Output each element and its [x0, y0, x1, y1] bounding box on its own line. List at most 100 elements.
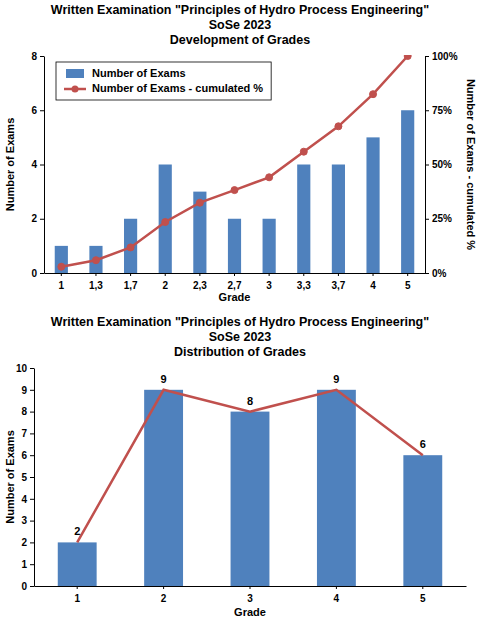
chart-title: Written Examination "Principles of Hydro… [51, 3, 429, 17]
tick-mark [30, 390, 34, 391]
tick-mark [338, 273, 339, 276]
y2-axis: 0% 25% 50% 75% 100% [425, 51, 458, 279]
tick-mark [30, 368, 34, 369]
chart: Written Examination "Principles of Hydro… [4, 315, 467, 618]
data-label: 8 [247, 395, 253, 407]
tick: 9 [21, 385, 34, 396]
x-axis-title: Grade [219, 291, 251, 303]
tick-label: 8 [21, 406, 27, 417]
chart-title: SoSe 2023 [209, 18, 272, 32]
tick-label: 1,3 [89, 280, 103, 291]
plot-area [55, 56, 415, 273]
tick-mark [30, 564, 34, 565]
tick-mark [425, 165, 429, 166]
tick: 100% [425, 51, 458, 62]
tick: 3 [266, 273, 272, 291]
tick: 1 [21, 559, 34, 570]
tick-label: 100% [432, 51, 458, 62]
y-axis: 012345678910 [16, 363, 35, 592]
tick-mark [30, 455, 34, 456]
tick: 3,3 [297, 273, 311, 291]
tick: 7 [21, 428, 34, 439]
tick-mark [422, 586, 423, 589]
tick: 3,7 [331, 273, 345, 291]
tick-mark [30, 542, 34, 543]
tick-mark [199, 273, 200, 276]
tick-label: 25% [432, 213, 452, 224]
tick-label: 3 [247, 593, 253, 604]
tick-mark [95, 273, 96, 276]
tick-label: 2 [162, 280, 168, 291]
tick: 0 [31, 268, 44, 279]
legend-marker [72, 86, 79, 93]
tick-label: 6 [31, 105, 37, 116]
tick-label: 3,7 [331, 280, 345, 291]
data-label: 9 [333, 373, 339, 385]
chart-title: Written Examination "Principles of Hydro… [51, 315, 429, 329]
tick-label: 1 [59, 280, 65, 291]
tick: 50% [425, 159, 452, 170]
bar [144, 390, 183, 586]
tick-label: 2 [21, 537, 27, 548]
legend: Number of ExamsNumber of Exams - cumulat… [56, 62, 271, 100]
tick: 1,3 [89, 273, 103, 291]
data-label: 6 [420, 438, 426, 450]
tick-mark [130, 273, 131, 276]
tick-label: 1 [74, 593, 80, 604]
legend-label: Number of Exams [92, 67, 186, 79]
bar [403, 455, 442, 586]
tick: 4 [31, 159, 44, 170]
tick: 1 [74, 586, 80, 604]
tick-mark [373, 273, 374, 276]
axis-line [44, 57, 45, 274]
markers [58, 55, 411, 270]
marker [127, 244, 134, 251]
tick-mark [40, 219, 44, 220]
tick-mark [407, 273, 408, 276]
tick: 75% [425, 105, 452, 116]
tick-mark [425, 56, 429, 57]
tick: 5 [405, 273, 411, 291]
tick-label: 2,7 [228, 280, 242, 291]
tick-mark [30, 412, 34, 413]
data-label: 9 [161, 373, 167, 385]
tick-label: 1,7 [124, 280, 138, 291]
tick-label: 6 [21, 450, 27, 461]
chart-title: SoSe 2023 [209, 330, 272, 344]
chart-title: Distribution of Grades [174, 345, 306, 359]
bar [231, 412, 270, 586]
tick-mark [234, 273, 235, 276]
bar [124, 219, 137, 273]
tick-mark [30, 586, 34, 587]
line [77, 390, 423, 543]
tick: 8 [31, 51, 44, 62]
legend-swatch [66, 69, 84, 78]
tick-mark [40, 110, 44, 111]
tick-label: 4 [370, 280, 376, 291]
tick-mark [163, 586, 164, 589]
tick-label: 3 [266, 280, 272, 291]
tick: 1 [59, 273, 65, 291]
tick: 2 [161, 586, 167, 604]
chart-title: Development of Grades [170, 33, 310, 47]
bar [58, 542, 97, 586]
tick-label: 9 [21, 385, 27, 396]
tick: 4 [21, 494, 34, 505]
y-axis-title: Number of Exams [4, 430, 16, 524]
bar [317, 390, 356, 586]
line [61, 56, 407, 267]
tick: 6 [31, 105, 44, 116]
tick: 0 [21, 581, 34, 592]
data-labels: 29896 [74, 373, 426, 538]
bar [228, 219, 241, 273]
x-axis: 12345 [35, 586, 467, 604]
tick-label: 4 [31, 159, 37, 170]
marker [370, 91, 377, 98]
tick-mark [269, 273, 270, 276]
chart-canvas: Written Examination "Principles of Hydro… [0, 0, 480, 624]
tick: 0% [425, 268, 447, 279]
tick-label: 8 [31, 51, 37, 62]
bar [55, 246, 68, 273]
tick-label: 2 [31, 213, 37, 224]
marker [92, 257, 99, 264]
